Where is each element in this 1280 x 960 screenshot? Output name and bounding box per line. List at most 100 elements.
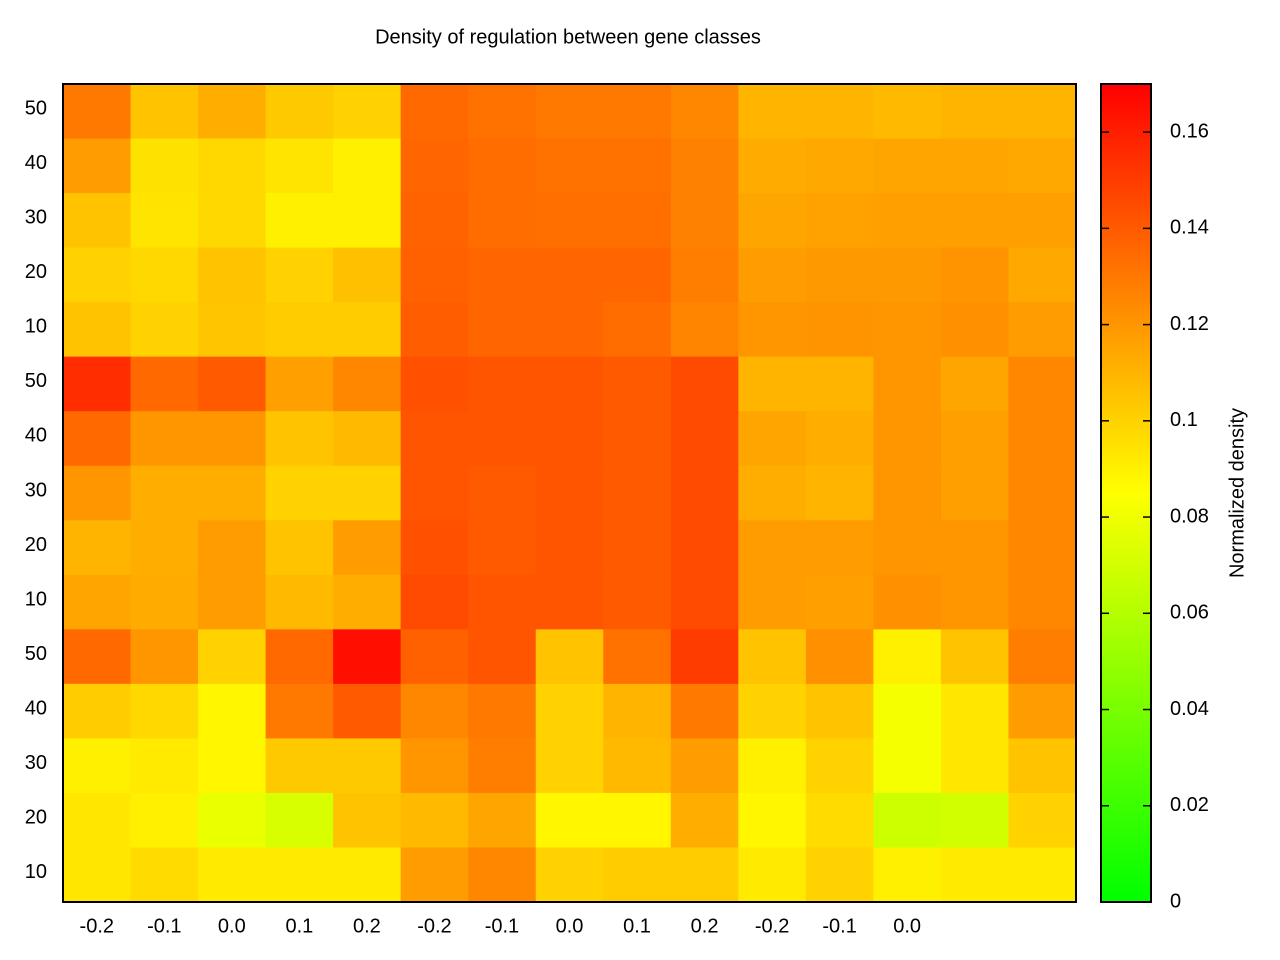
heatmap-cell [63,247,132,303]
heatmap-cell [333,629,402,685]
heatmap-cell [940,738,1009,794]
heatmap-cell [940,792,1009,848]
heatmap-cell [603,520,672,576]
heatmap-cell [400,574,469,630]
heatmap-cell [63,138,132,194]
heatmap-cell [265,574,334,630]
heatmap-cell [130,629,199,685]
x-tick-label: 0.0 [218,915,246,937]
heatmap-cell [63,193,132,249]
heatmap-cell [198,356,267,412]
heatmap-cell [535,465,604,521]
heatmap-cell [63,792,132,848]
heatmap-cell [130,247,199,303]
heatmap-cell [738,138,807,194]
heatmap-cell [198,84,267,140]
heatmap-cell [805,683,874,739]
heatmap-cell [603,683,672,739]
heatmap-cell [333,574,402,630]
heatmap-cell [738,302,807,358]
heatmap-cell [873,411,942,467]
heatmap-cell [468,247,537,303]
heatmap-cell [198,465,267,521]
heatmap-cell [738,629,807,685]
heatmap-cell [468,84,537,140]
heatmap-cell [400,247,469,303]
colorbar [1100,83,1152,903]
heatmap-cell [400,738,469,794]
heatmap-cell [603,792,672,848]
heatmap-cell [738,574,807,630]
heatmap-cell [63,847,132,903]
heatmap-cell [873,138,942,194]
heatmap-cell [265,683,334,739]
heatmap-cell [940,356,1009,412]
heatmap-cell [63,302,132,358]
heatmap-cell [603,247,672,303]
heatmap-cell [873,629,942,685]
y-tick-label: 20 [25,261,47,283]
x-tick-label: -0.1 [822,915,856,937]
heatmap-cell [198,847,267,903]
heatmap-cell [333,84,402,140]
x-tick-label: -0.2 [417,915,451,937]
heatmap-cell [805,138,874,194]
heatmap-cell [130,792,199,848]
heatmap-cell [400,138,469,194]
colorbar-tick-label: 0.12 [1170,313,1209,335]
heatmap-cell [670,302,739,358]
heatmap-cell [738,356,807,412]
heatmap-cell [130,847,199,903]
heatmap-cell [940,847,1009,903]
y-tick-label: 30 [25,752,47,774]
colorbar-tick-label: 0.02 [1170,794,1209,816]
heatmap-cell [535,193,604,249]
heatmap-cell [265,520,334,576]
heatmap-cell [940,574,1009,630]
heatmap-cell [670,520,739,576]
heatmap-cell [130,356,199,412]
heatmap-cell [873,683,942,739]
heatmap-cell [805,520,874,576]
heatmap-cell [333,356,402,412]
heatmap-cell [873,738,942,794]
heatmap-cell [1008,138,1077,194]
heatmap-cell [333,847,402,903]
heatmap-cell [468,193,537,249]
heatmap-cell [535,520,604,576]
heatmap-cell [468,683,537,739]
y-tick-label: 40 [25,425,47,447]
x-tick-label: 0.0 [893,915,921,937]
heatmap-cell [265,84,334,140]
heatmap-cell [603,574,672,630]
x-tick-label: -0.1 [485,915,519,937]
y-tick-label: 10 [25,588,47,610]
heatmap-cell [198,683,267,739]
heatmap-cell [603,411,672,467]
x-tick-label: -0.2 [80,915,114,937]
heatmap-cell [535,247,604,303]
heatmap-cell [1008,683,1077,739]
heatmap-cell [738,683,807,739]
heatmap-cell [468,520,537,576]
plot-frame [62,83,1077,903]
heatmap-cell [873,302,942,358]
heatmap-cell [400,629,469,685]
heatmap-cell [400,84,469,140]
heatmap-cell [468,847,537,903]
heatmap-cell [130,411,199,467]
heatmap-cell [400,465,469,521]
heatmap-cell [130,738,199,794]
heatmap-cell [468,792,537,848]
heatmap-cell [333,792,402,848]
heatmap-cell [535,738,604,794]
heatmap-cell [535,302,604,358]
heatmap-cell [1008,247,1077,303]
y-tick-label: 20 [25,806,47,828]
heatmap-cell [873,465,942,521]
colorbar-tick-label: 0.06 [1170,602,1209,624]
heatmap-cell [940,465,1009,521]
heatmap-cell [198,411,267,467]
heatmap-cell [333,138,402,194]
